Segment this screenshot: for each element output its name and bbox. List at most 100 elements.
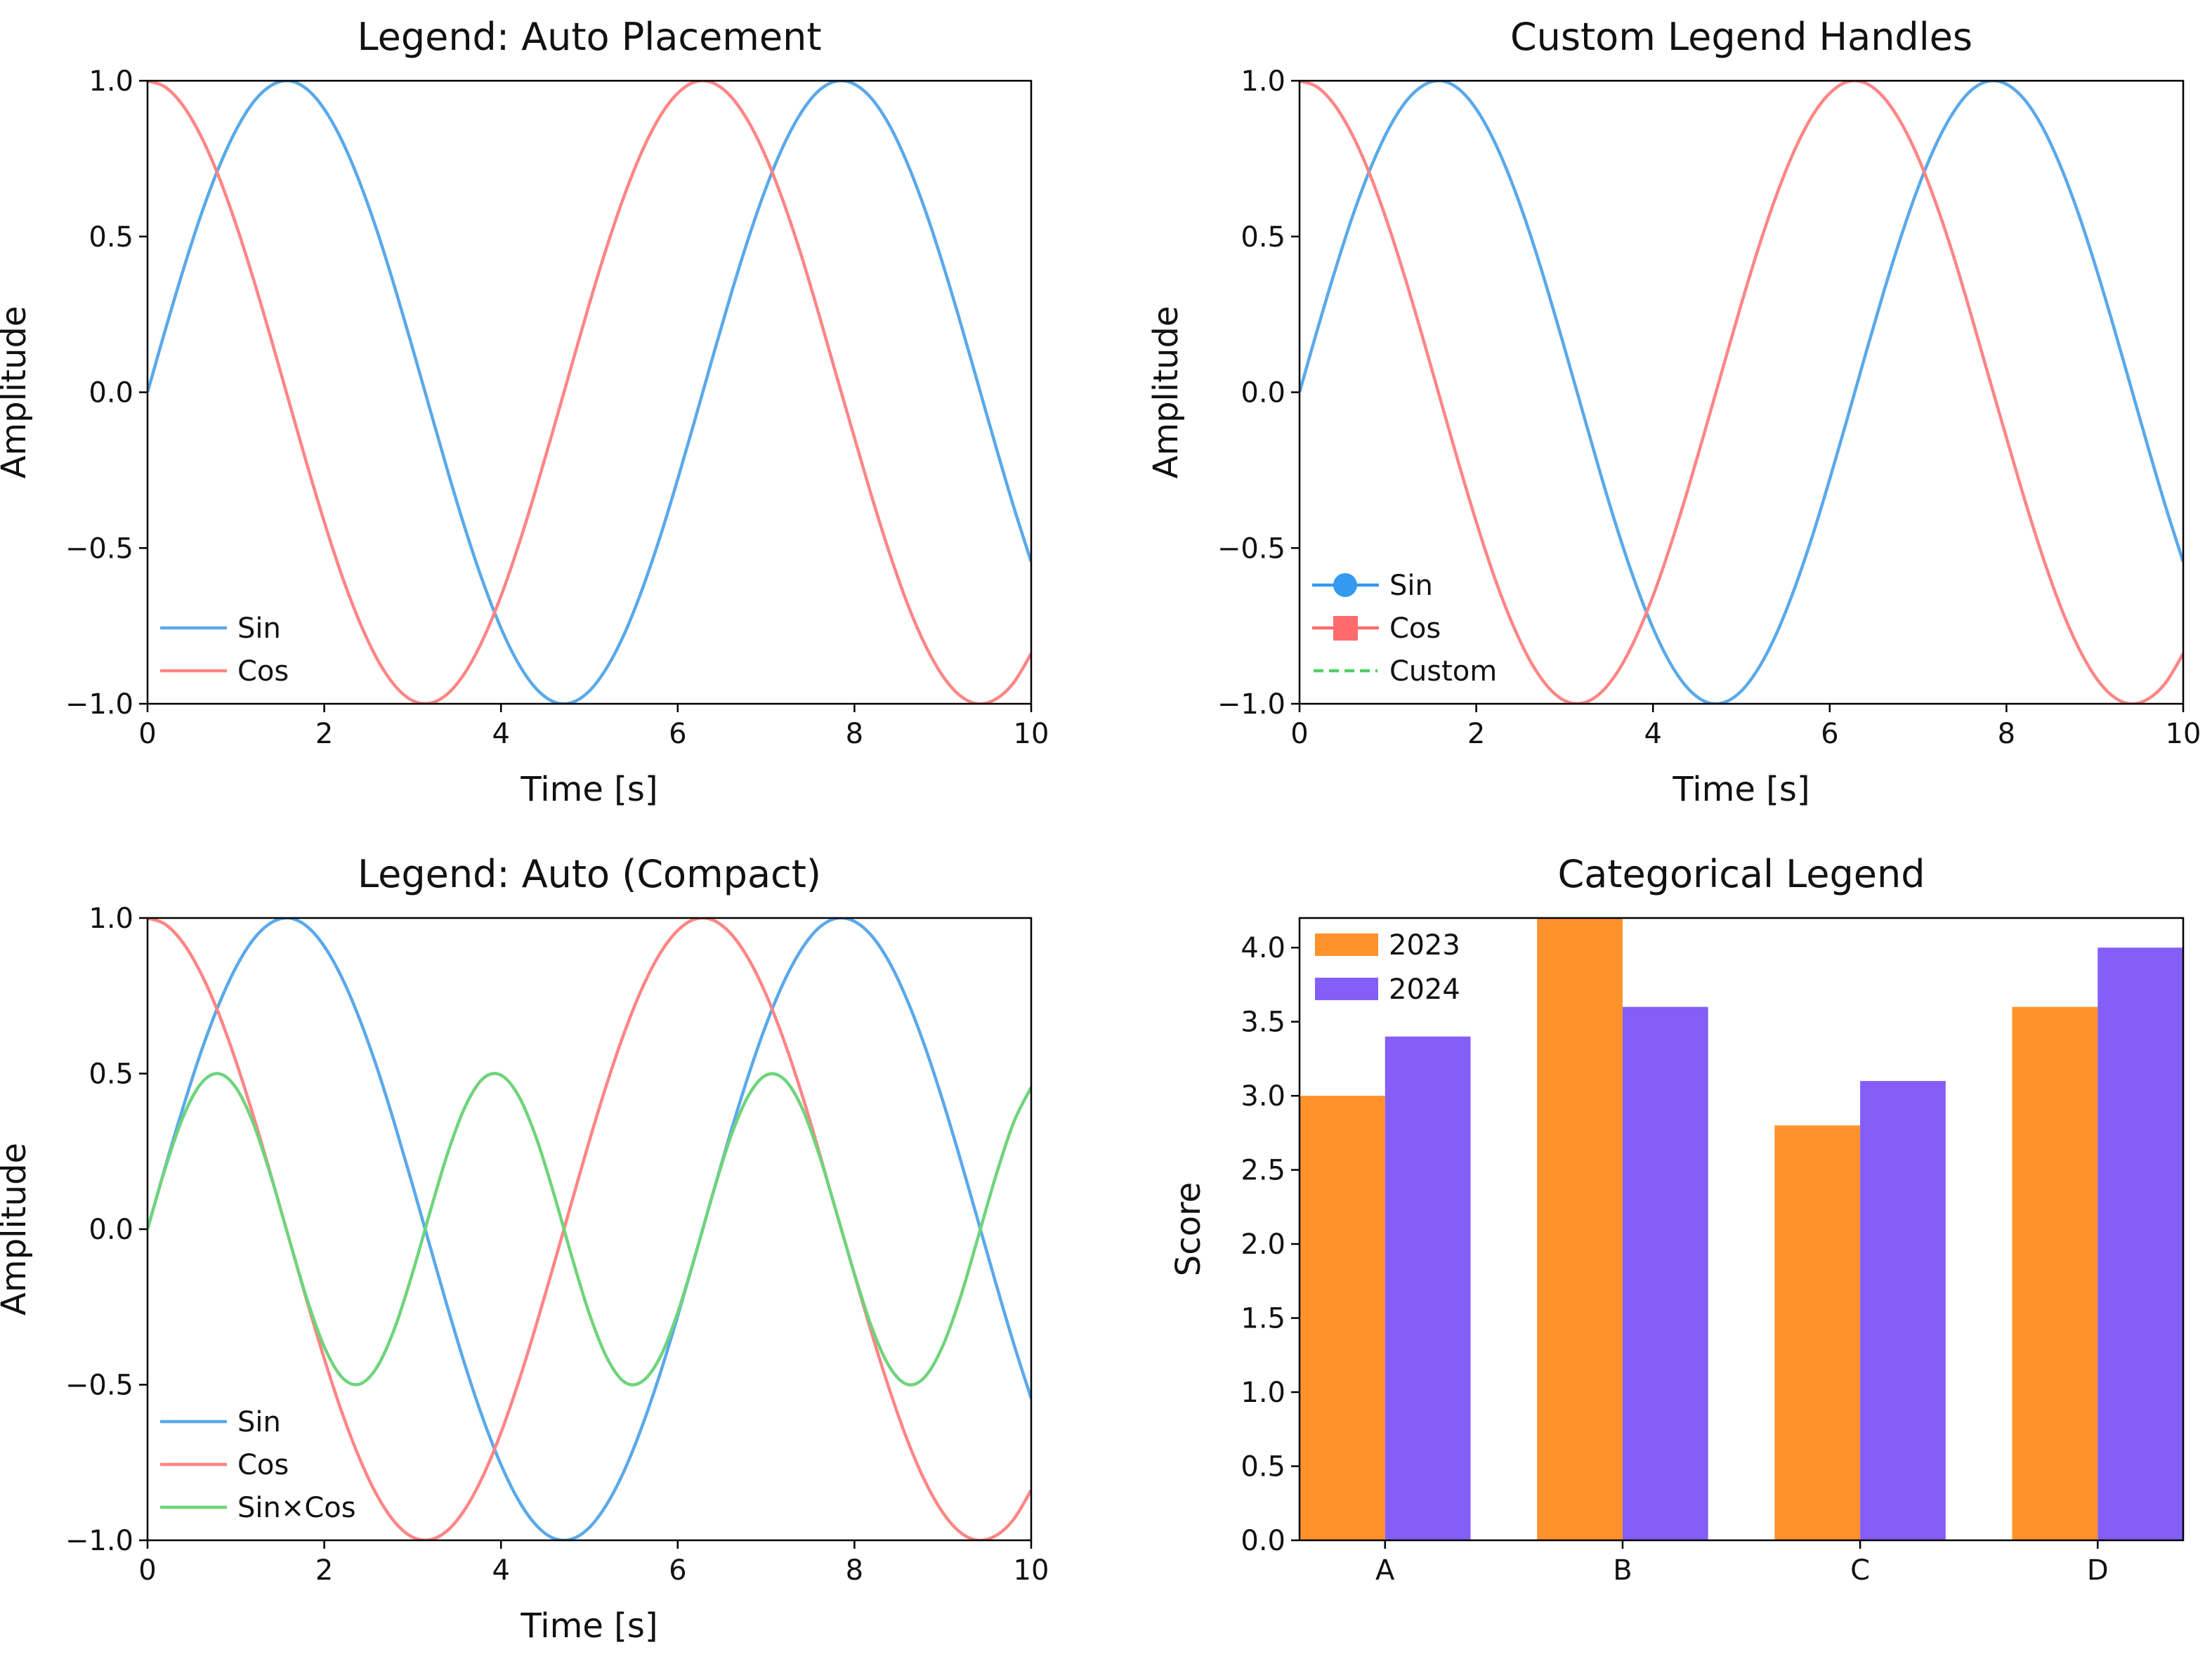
x-tick-label: 6 bbox=[669, 1554, 686, 1587]
plot-area bbox=[1300, 81, 2183, 704]
x-axis-label: Time [s] bbox=[1672, 770, 1809, 809]
legend-label: Custom bbox=[1389, 655, 1497, 688]
bar-2023-D bbox=[2012, 1006, 2098, 1540]
x-tick-label: 10 bbox=[2166, 718, 2201, 750]
axes-frame bbox=[1298, 917, 2185, 1542]
x-tick-label: 6 bbox=[1821, 718, 1838, 750]
y-tick-label: −0.5 bbox=[65, 532, 133, 565]
panel-1: Legend: Auto Placement 0 2 4 6 8 10 Time [s] Sin… bbox=[0, 15, 1049, 809]
y-tick-label: 1.0 bbox=[1241, 65, 1285, 98]
x-tick-label: D bbox=[2087, 1554, 2109, 1587]
y-tick-label: −1.0 bbox=[65, 688, 133, 721]
legend-label: Cos bbox=[237, 655, 289, 688]
y-tick-label: −1.0 bbox=[65, 1525, 133, 1557]
x-axis-label: Time [s] bbox=[520, 1606, 657, 1646]
x-tick-label: 2 bbox=[315, 718, 333, 750]
x-tick-label: 0 bbox=[1290, 718, 1308, 750]
y-tick-label: −1.0 bbox=[1217, 688, 1285, 721]
y-tick-label: 2.0 bbox=[1241, 1228, 1285, 1261]
series-line-cos bbox=[148, 918, 1031, 1540]
x-tick-label: 4 bbox=[492, 1554, 509, 1587]
chart-title: Legend: Auto (Compact) bbox=[358, 852, 821, 896]
x-tick-label: 2 bbox=[1467, 718, 1485, 750]
chart-title: Legend: Auto Placement bbox=[357, 15, 821, 59]
y-tick-label: −0.5 bbox=[1217, 532, 1285, 565]
x-tick-label: 8 bbox=[846, 718, 863, 750]
y-tick-label: 0.0 bbox=[89, 1214, 133, 1246]
y-axis-label: Amplitude bbox=[0, 306, 34, 479]
x-tick-label: 10 bbox=[1014, 718, 1049, 750]
legend: 2023 2024 bbox=[1315, 929, 1460, 1006]
y-tick-label: 0.0 bbox=[89, 377, 133, 409]
chart-title: Categorical Legend bbox=[1557, 852, 1925, 896]
y-axis-label: Amplitude bbox=[0, 1143, 34, 1316]
series-line-cos bbox=[1300, 81, 2183, 704]
axes-frame bbox=[146, 79, 1033, 705]
y-tick-label: 0.0 bbox=[1241, 377, 1285, 409]
x-tick-label: 0 bbox=[138, 1554, 156, 1587]
series-line-sin bbox=[1300, 81, 2183, 704]
y-tick-label: 3.0 bbox=[1241, 1080, 1285, 1113]
y-tick-label: 0.5 bbox=[89, 221, 133, 254]
y-axis-label: Amplitude bbox=[1146, 306, 1186, 479]
legend-label: Sin bbox=[237, 612, 281, 645]
x-tick-label: 10 bbox=[1014, 1554, 1049, 1587]
legend-label: Sin×Cos bbox=[237, 1492, 356, 1524]
legend-handle-square bbox=[1333, 616, 1358, 641]
y-tick-label: 1.0 bbox=[1241, 1377, 1285, 1409]
x-tick-label: 0 bbox=[138, 718, 156, 750]
x-tick-label: 8 bbox=[846, 1554, 863, 1587]
x-tick-label: B bbox=[1613, 1554, 1632, 1587]
bar-2024-D bbox=[2098, 947, 2183, 1540]
x-tick-label: 8 bbox=[1998, 718, 2015, 750]
legend-handle-circle bbox=[1333, 573, 1357, 597]
axes-frame bbox=[1298, 79, 2185, 705]
series-line-sin bbox=[148, 81, 1031, 704]
y-tick-label: 3.5 bbox=[1241, 1006, 1285, 1039]
legend-label: Sin bbox=[1389, 570, 1433, 602]
y-axis-label: Score bbox=[1169, 1182, 1208, 1276]
x-tick-label: 4 bbox=[492, 718, 509, 750]
y-tick-label: 1.5 bbox=[1241, 1303, 1285, 1335]
x-tick-label: 4 bbox=[1644, 718, 1661, 750]
legend: Sin Cos Custom bbox=[1312, 570, 1497, 688]
legend-label: Sin bbox=[237, 1406, 281, 1438]
bar-2024-A bbox=[1385, 1036, 1471, 1540]
plot-area bbox=[1300, 918, 2183, 1540]
panel-2: Custom Legend Handles 0 2 4 6 8 10 Time [s] Sin C… bbox=[1146, 15, 2201, 809]
legend: Sin Cos bbox=[160, 612, 289, 688]
bar-2023-B bbox=[1537, 918, 1623, 1540]
y-tick-label: 4.0 bbox=[1241, 932, 1285, 964]
y-tick-label: −0.5 bbox=[65, 1370, 133, 1402]
legend-patch bbox=[1315, 978, 1378, 1000]
y-tick-label: 0.5 bbox=[1241, 1451, 1285, 1483]
bar-2023-A bbox=[1300, 1096, 1385, 1540]
x-tick-label: 2 bbox=[315, 1554, 333, 1587]
legend: Sin Cos Sin×Cos bbox=[160, 1406, 356, 1524]
series-line-sincos bbox=[148, 1072, 1031, 1386]
legend-patch bbox=[1315, 933, 1378, 956]
series-line-cos bbox=[148, 81, 1031, 704]
chart-title: Custom Legend Handles bbox=[1510, 15, 1972, 59]
x-tick-label: C bbox=[1850, 1554, 1870, 1587]
x-tick-label: 6 bbox=[669, 718, 686, 750]
y-tick-label: 1.0 bbox=[89, 903, 133, 935]
y-tick-label: 0.5 bbox=[89, 1058, 133, 1091]
bar-2023-C bbox=[1774, 1125, 1861, 1540]
x-tick-label: A bbox=[1375, 1554, 1395, 1587]
legend-label: Cos bbox=[1389, 612, 1441, 645]
bar-2024-C bbox=[1860, 1081, 1946, 1540]
y-tick-label: 0.0 bbox=[1241, 1525, 1285, 1557]
panel-4: Categorical Legend A B C D 2023 2024 0.0 0.5 1.0 1… bbox=[1169, 852, 2185, 1587]
panel-3: Legend: Auto (Compact) 0 2 4 6 8 10 Time [s] Sin… bbox=[0, 852, 1049, 1646]
plot-area bbox=[148, 81, 1031, 704]
legend-label: 2023 bbox=[1389, 929, 1460, 962]
y-tick-label: 2.5 bbox=[1241, 1155, 1285, 1187]
axes-frame bbox=[146, 917, 1033, 1542]
legend-label: Cos bbox=[237, 1449, 289, 1481]
plot-area bbox=[148, 918, 1031, 1540]
y-tick-label: 0.5 bbox=[1241, 221, 1285, 254]
x-axis-label: Time [s] bbox=[520, 770, 657, 809]
y-tick-label: 1.0 bbox=[89, 65, 133, 98]
